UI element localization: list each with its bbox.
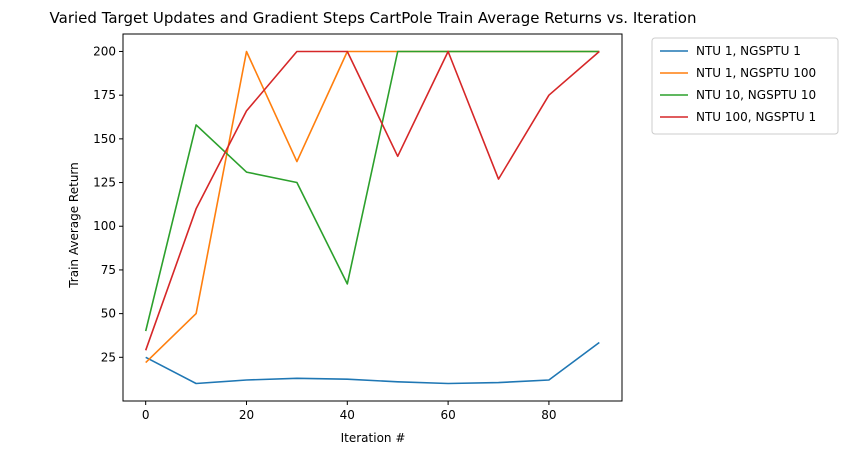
legend-box: [651, 37, 839, 135]
x-tick-label: 0: [142, 408, 150, 422]
plot-area: [144, 50, 600, 385]
x-axis-label: Iteration #: [341, 431, 406, 445]
y-tick-label: 150: [93, 132, 116, 146]
x-tick-label: 60: [440, 408, 455, 422]
y-tick-label: 175: [93, 88, 116, 102]
legend: NTU 1, NGSPTU 1 NTU 1, NGSPTU 100 NTU 10, …: [651, 37, 839, 135]
series-line-2: [145, 50, 600, 364]
y-tick-label: 100: [93, 219, 116, 233]
legend-label-1: NTU 1, NGSPTU 1: [696, 44, 801, 58]
x-tick-label: 80: [541, 408, 556, 422]
y-tick-label: 75: [101, 263, 116, 277]
series-line-4: [144, 50, 600, 351]
series-line-1: [145, 341, 600, 385]
series-line-3: [144, 50, 600, 332]
legend-label-4: NTU 100, NGSPTU 1: [696, 110, 816, 124]
y-axis-label: Train Average Return: [67, 162, 81, 289]
legend-label-2: NTU 1, NGSPTU 100: [696, 66, 816, 80]
y-tick-label: 50: [101, 307, 116, 321]
y-tick-label: 200: [93, 44, 116, 58]
legend-label-3: NTU 10, NGSPTU 10: [696, 88, 816, 102]
x-axis: 0 20 40 60 80: [142, 401, 557, 422]
x-tick-label: 40: [340, 408, 355, 422]
x-tick-label: 20: [239, 408, 254, 422]
y-tick-label: 125: [93, 176, 116, 190]
y-tick-label: 25: [101, 350, 116, 364]
chart-title: Varied Target Updates and Gradient Steps…: [50, 9, 697, 27]
plot-frame: [122, 33, 623, 402]
y-axis: 25 50 75 100 125 150 175 200: [93, 44, 123, 364]
